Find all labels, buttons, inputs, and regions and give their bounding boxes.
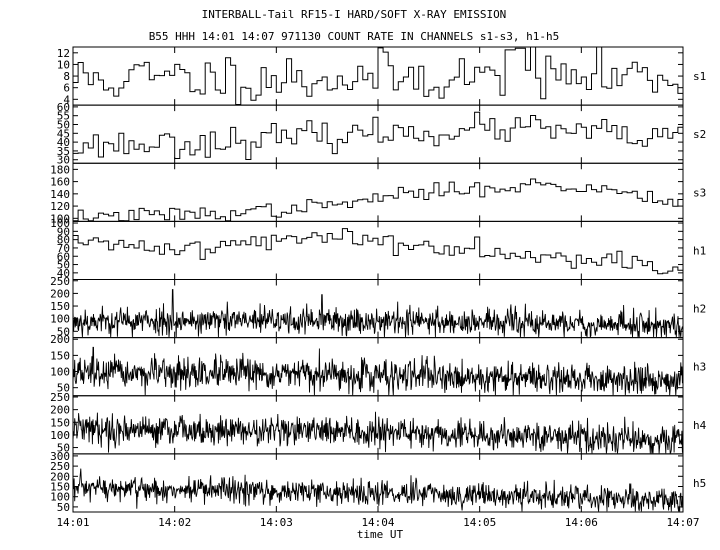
ytick-label-h1: 40	[57, 267, 70, 280]
ytick-label-s3: 140	[50, 188, 70, 201]
xtick-label: 14:03	[260, 516, 293, 529]
ytick-label-s2: 50	[57, 119, 70, 132]
ytick-label-s3: 180	[50, 163, 70, 176]
ytick-label-h1: 50	[57, 259, 70, 272]
ytick-label-h5: 50	[57, 501, 70, 514]
ytick-label-h1: 60	[57, 250, 70, 263]
channel-label-h3: h3	[693, 361, 706, 374]
ytick-label-h1: 70	[57, 242, 70, 255]
ytick-label-h5: 150	[50, 481, 70, 494]
ytick-label-s3: 120	[50, 200, 70, 213]
ytick-label-h2: 100	[50, 313, 70, 326]
ytick-label-h4: 200	[50, 404, 70, 417]
chart-subtitle: B55 HHH 14:01 14:07 971130 COUNT RATE IN…	[149, 30, 560, 43]
ytick-label-s2: 40	[57, 136, 70, 149]
x-axis-label: time UT	[357, 528, 404, 541]
channel-label-s1: s1	[693, 70, 706, 83]
ytick-label-s2: 30	[57, 154, 70, 167]
ytick-label-h2: 50	[57, 325, 70, 338]
ytick-label-s3: 160	[50, 176, 70, 189]
ytick-label-h1: 90	[57, 225, 70, 238]
chart-title: INTERBALL-Tail RF15-I HARD/SOFT X-RAY EM…	[202, 8, 507, 21]
x-axis: 14:01 14:02 14:03 14:04 14:05 14:06 14:07 time …	[56, 516, 699, 541]
ytick-label-h4: 50	[57, 442, 70, 455]
ytick-label-s1: 4	[63, 93, 70, 106]
panel-frame-s3	[72, 162, 684, 222]
xtick-label: 14:06	[565, 516, 598, 529]
ytick-label-h1: 100	[50, 217, 70, 230]
xtick-label: 14:05	[463, 516, 496, 529]
series-s3	[73, 178, 683, 222]
ytick-label-h3: 100	[50, 366, 70, 379]
series-h5	[73, 468, 683, 512]
series-s1	[73, 47, 683, 105]
ytick-label-h2: 150	[50, 300, 70, 313]
series-h3	[73, 346, 683, 396]
ytick-label-h5: 300	[50, 450, 70, 463]
series-h1	[73, 228, 683, 275]
ytick-label-h4: 250	[50, 391, 70, 404]
ytick-label-s2: 60	[57, 101, 70, 114]
channel-label-h1: h1	[693, 244, 706, 257]
ytick-label-h2: 250	[50, 275, 70, 288]
channel-label-s3: s3	[693, 186, 706, 199]
ytick-label-h3: 200	[50, 333, 70, 346]
ytick-label-s1: 10	[57, 58, 70, 71]
xtick-label: 14:01	[56, 516, 89, 529]
xtick-label: 14:02	[158, 516, 191, 529]
series-h4	[73, 411, 683, 454]
ytick-label-h5: 200	[50, 470, 70, 483]
panel-h3: 50 100 150 200 h3	[50, 333, 706, 397]
ytick-label-s2: 45	[57, 127, 70, 140]
ytick-label-s1: 6	[63, 82, 70, 95]
ytick-label-h3: 150	[50, 349, 70, 362]
ytick-label-h5: 100	[50, 491, 70, 504]
ytick-label-h4: 150	[50, 416, 70, 429]
channel-label-h4: h4	[693, 419, 707, 432]
xtick-label: 14:07	[666, 516, 699, 529]
ytick-label-h1: 80	[57, 234, 70, 247]
panels-group: 4681012s130354045505560s2100120140160180…	[50, 46, 707, 514]
ytick-label-h5: 250	[50, 460, 70, 473]
ytick-label-h4: 100	[50, 429, 70, 442]
channel-label-h2: h2	[693, 303, 706, 316]
channel-label-h5: h5	[693, 477, 706, 490]
ytick-label-h3: 50	[57, 382, 70, 395]
xtick-label: 14:04	[361, 516, 394, 529]
ytick-label-s2: 55	[57, 110, 70, 123]
channel-label-s2: s2	[693, 128, 706, 141]
series-s2	[73, 111, 683, 160]
ytick-label-s1: 8	[63, 70, 70, 83]
ytick-label-h2: 200	[50, 287, 70, 300]
ytick-label-s3: 100	[50, 212, 70, 225]
series-h2	[73, 289, 683, 338]
ytick-label-s2: 35	[57, 145, 70, 158]
ytick-label-s1: 12	[57, 47, 70, 60]
